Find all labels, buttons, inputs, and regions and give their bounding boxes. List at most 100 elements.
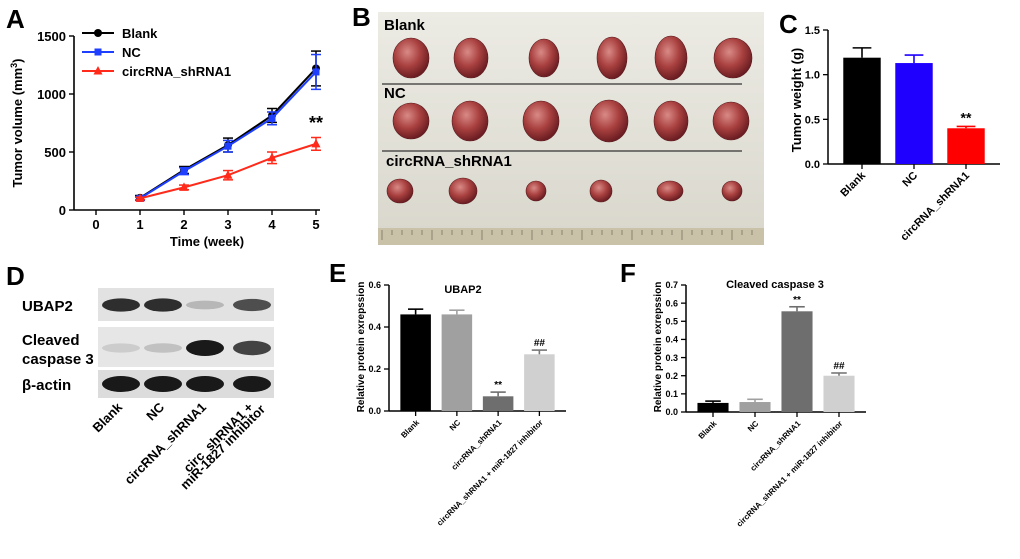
blot-band	[233, 298, 271, 312]
f-y-tick-label: 0.0	[665, 407, 678, 417]
tumor-blank-2	[453, 37, 489, 79]
c-y-tick-label: 0.5	[805, 114, 820, 126]
photo-label-circrna: circRNA_shRNA1	[386, 153, 512, 170]
a-legend-marker	[94, 29, 102, 37]
tumor-nc-6	[712, 101, 750, 141]
a-point	[180, 167, 188, 175]
a-point	[135, 193, 145, 202]
c-y-tick-label: 1.0	[805, 70, 820, 82]
a-significance: **	[309, 113, 323, 133]
f-y-tick-label: 0.1	[665, 389, 678, 399]
panel-letter-d: D	[6, 261, 25, 291]
a-legend-label: NC	[122, 45, 141, 60]
a-legend-marker	[93, 66, 103, 75]
a-y-tick-label: 1500	[37, 29, 66, 44]
panel-letter-f: F	[620, 258, 636, 288]
c-bar	[947, 128, 985, 164]
e-bar	[482, 396, 514, 411]
f-bar	[739, 402, 771, 412]
tumor-circrna_shrna1-6	[721, 180, 743, 202]
tumor-circrna_shrna1-5	[656, 180, 684, 202]
e-title: UBAP2	[444, 284, 481, 296]
panel-a-line-chart: Tumor volume (mm3) Time (week) 0 1 2 3 4 5 0 50…	[9, 26, 323, 249]
a-legend-marker	[94, 48, 102, 56]
f-y-tick-label: 0.7	[665, 280, 678, 290]
a-x-tick-label: 5	[312, 217, 319, 232]
e-y-tick-label: 0.4	[368, 322, 381, 332]
panel-letter-a: A	[6, 4, 25, 34]
e-bar	[524, 354, 555, 411]
blot-label-cleaved: Cleaved	[22, 332, 80, 349]
f-bar	[697, 402, 729, 412]
blot-lane-label: NC	[143, 399, 167, 423]
panel-b-tumor-photo: Blank NC circRNA_shRNA1	[378, 12, 764, 245]
a-x-axis-label: Time (week)	[170, 234, 244, 249]
e-bar	[400, 314, 431, 411]
blot-band	[186, 300, 224, 310]
tumor-blank-5	[654, 35, 688, 81]
tumor-blank-3	[528, 38, 560, 78]
e-category-label: Blank	[399, 418, 421, 440]
c-bar	[895, 63, 933, 165]
a-point	[311, 138, 321, 148]
a-y-axis-label-sup: 3	[9, 63, 19, 68]
f-y-axis-label: Relative protein exrepssion	[653, 282, 664, 413]
blot-band	[233, 340, 271, 356]
blot-band	[102, 376, 140, 392]
a-x-tick-label: 4	[268, 217, 276, 232]
tumor-blank-1	[392, 37, 430, 79]
panel-letter-c: C	[779, 9, 798, 39]
panel-d-western-blot: UBAP2 Cleaved caspase 3 β-actin Blank NCc…	[22, 288, 274, 492]
tumor-nc-2	[451, 100, 489, 142]
e-annotation: ##	[534, 338, 546, 349]
blot-band	[102, 343, 140, 353]
c-annotation: **	[961, 109, 972, 125]
a-y-axis-label-close: )	[10, 58, 25, 62]
f-category-label: NC	[746, 419, 761, 434]
a-y-axis-label-text: Tumor volume (mm	[10, 68, 25, 188]
c-y-tick-label: 0.0	[805, 159, 820, 171]
a-y-tick-label: 0	[59, 203, 66, 218]
photo-label-nc: NC	[384, 85, 406, 102]
blot-label-caspase3: caspase 3	[22, 351, 94, 368]
a-x-tick-label: 1	[136, 217, 143, 232]
c-category-label: NC	[900, 170, 920, 190]
e-y-tick-label: 0.0	[368, 406, 381, 416]
a-x-tick-label: 2	[180, 217, 187, 232]
a-y-axis-label: Tumor volume (mm3)	[9, 58, 25, 187]
e-y-tick-label: 0.6	[368, 280, 381, 290]
blot-lane-label: Blank	[89, 399, 125, 435]
f-y-tick-label: 0.2	[665, 371, 678, 381]
f-bar	[823, 375, 855, 412]
f-y-tick-label: 0.5	[665, 317, 678, 327]
f-category-label: Blank	[697, 419, 719, 441]
a-x-tick-label: 0	[92, 217, 99, 232]
a-legend-label: Blank	[122, 26, 158, 41]
photo-label-blank: Blank	[384, 17, 426, 34]
e-category-label: NC	[448, 418, 463, 433]
f-y-tick-label: 0.6	[665, 298, 678, 308]
blot-band	[102, 298, 140, 312]
panel-f-bar-chart: Cleaved caspase 3 Relative protein exrep…	[653, 279, 866, 529]
tumor-blank-6	[713, 37, 753, 79]
tumor-circrna_shrna1-4	[589, 179, 613, 203]
f-bar	[781, 311, 813, 412]
blot-label-actin: β-actin	[22, 377, 71, 394]
a-point	[312, 68, 320, 76]
photo-background	[378, 12, 764, 245]
blot-band	[186, 376, 224, 392]
a-point	[267, 152, 277, 162]
a-point	[268, 114, 276, 122]
c-category-label: Blank	[838, 169, 868, 199]
tumor-nc-1	[392, 102, 430, 140]
e-bar	[441, 314, 473, 411]
a-y-tick-label: 1000	[37, 87, 66, 102]
ruler	[378, 228, 764, 245]
f-annotation: ##	[833, 361, 845, 372]
a-point	[179, 182, 189, 191]
tumor-circrna_shrna1-3	[525, 180, 547, 202]
a-y-tick-label: 500	[44, 145, 66, 160]
f-title: Cleaved caspase 3	[726, 279, 824, 291]
f-annotation: **	[793, 295, 801, 306]
